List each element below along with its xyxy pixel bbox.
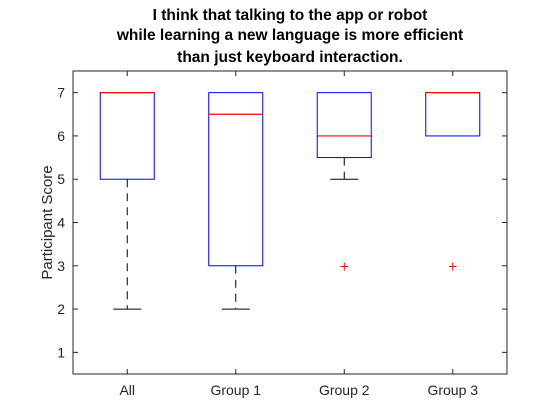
chart-title-line-2: while learning a new language is more ef… <box>116 27 463 44</box>
box-group <box>99 92 155 310</box>
y-axis-label: Participant Score <box>39 165 56 279</box>
y-tick-label: 4 <box>57 215 65 231</box>
x-tick-label: All <box>119 382 135 398</box>
y-tick-label: 3 <box>57 258 65 274</box>
chart-title: I think that talking to the app or robot… <box>116 7 463 66</box>
y-tick-label: 1 <box>57 344 65 360</box>
y-tick-label: 2 <box>57 301 65 317</box>
box-iqr <box>208 92 264 267</box>
box-group: + <box>425 92 481 273</box>
outlier-marker: + <box>339 259 349 273</box>
chart-title-line-1: I think that talking to the app or robot <box>153 7 428 24</box>
x-tick-label: Group 1 <box>210 382 261 398</box>
box-iqr <box>316 92 372 159</box>
x-tick-label: Group 3 <box>427 382 478 398</box>
y-tick-label: 6 <box>57 128 65 144</box>
box-group <box>208 92 264 310</box>
plot-area <box>72 70 508 375</box>
x-tick-label: Group 2 <box>319 382 370 398</box>
boxes-layer: + + <box>99 92 481 310</box>
box-group: + <box>316 92 372 273</box>
chart-title-line-3: than just keyboard interaction. <box>177 49 403 66</box>
x-axis: All Group 1 Group 2 Group 3 <box>119 71 478 398</box>
y-tick-label: 7 <box>57 85 65 101</box>
outlier-marker: + <box>448 259 458 273</box>
y-tick-label: 5 <box>57 171 65 187</box>
y-axis: 1 2 3 4 5 6 7 <box>57 85 507 360</box>
